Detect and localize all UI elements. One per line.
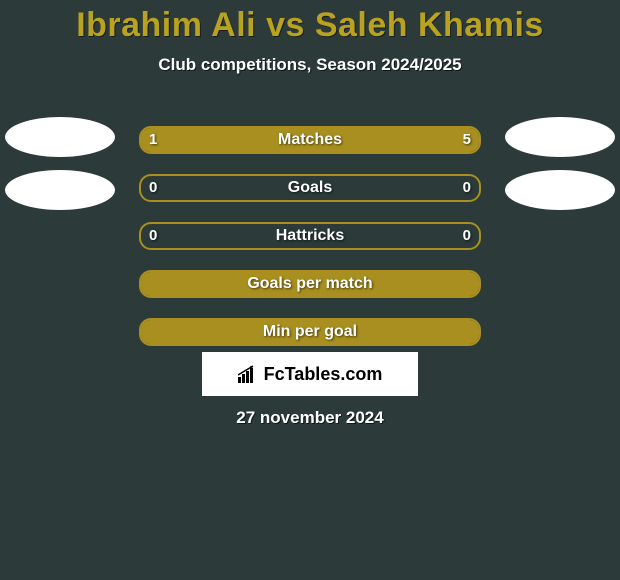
player2-avatar-row1 — [505, 170, 615, 210]
stat-label: Goals per match — [141, 272, 479, 296]
stat-value-right: 0 — [463, 176, 471, 200]
stat-value-left: 1 — [149, 128, 157, 152]
stat-label: Goals — [141, 176, 479, 200]
logo-text: FcTables.com — [264, 364, 383, 385]
stat-value-left: 0 — [149, 176, 157, 200]
stat-bar: Min per goal — [139, 318, 481, 346]
stat-label: Matches — [141, 128, 479, 152]
page-title: Ibrahim Ali vs Saleh Khamis — [0, 0, 620, 45]
player1-avatar-row0 — [5, 117, 115, 157]
date-label: 27 november 2024 — [0, 408, 620, 428]
stat-bar: Matches1 5 — [139, 126, 481, 154]
stat-value-right: 0 — [463, 224, 471, 248]
player2-avatar-row0 — [505, 117, 615, 157]
stat-label: Hattricks — [141, 224, 479, 248]
stat-value-left: 0 — [149, 224, 157, 248]
stat-bar: Hattricks0 0 — [139, 222, 481, 250]
comparison-card: Ibrahim Ali vs Saleh Khamis Club competi… — [0, 0, 620, 580]
stat-bar: Goals per match — [139, 270, 481, 298]
chart-icon — [238, 365, 260, 383]
logo: FcTables.com — [238, 364, 383, 385]
stat-bar: Goals0 0 — [139, 174, 481, 202]
page-subtitle: Club competitions, Season 2024/2025 — [0, 55, 620, 75]
stat-value-right: 5 — [463, 128, 471, 152]
stat-bars: Matches15Goals00Hattricks00Goals per mat… — [139, 126, 481, 366]
player1-avatar-row1 — [5, 170, 115, 210]
logo-box: FcTables.com — [202, 352, 418, 396]
stat-label: Min per goal — [141, 320, 479, 344]
